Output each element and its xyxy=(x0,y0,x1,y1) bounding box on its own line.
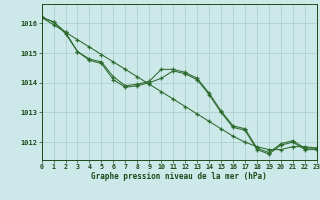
X-axis label: Graphe pression niveau de la mer (hPa): Graphe pression niveau de la mer (hPa) xyxy=(91,172,267,181)
